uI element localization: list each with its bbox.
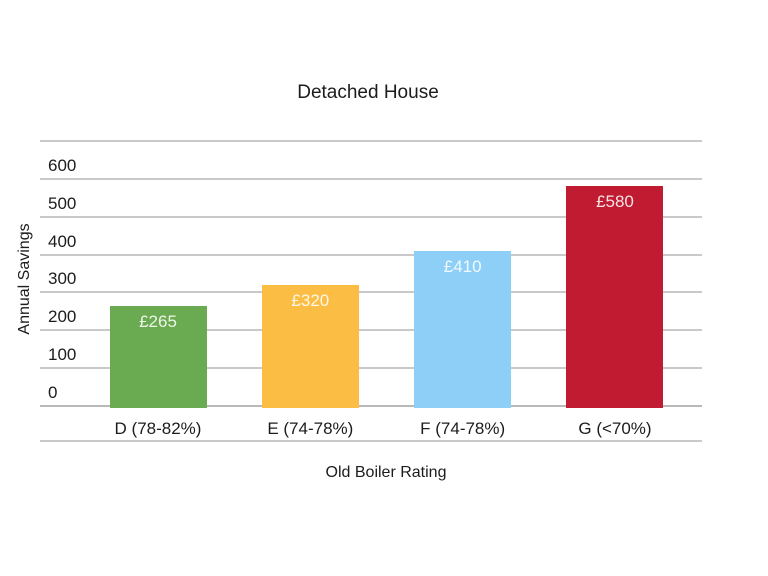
y-tick-label: 400	[48, 231, 77, 251]
y-tick-label: 0	[48, 383, 58, 402]
chart-bar: £265	[109, 305, 207, 408]
y-tick-label: 200	[48, 307, 77, 327]
x-tick-label: D (78-82%)	[114, 419, 202, 438]
bar-value-label: £320	[291, 290, 330, 310]
y-tick-label: 300	[48, 269, 77, 289]
gridline	[40, 177, 702, 180]
axis-bottom-border	[40, 440, 702, 442]
gridline	[40, 291, 702, 294]
gridline	[40, 367, 702, 370]
x-tick-label: F (74-78%)	[420, 419, 506, 438]
gridline	[40, 253, 702, 256]
chart-bar: £410	[414, 250, 512, 408]
bar-value-label: £265	[139, 311, 177, 331]
x-tick-label: G (<70%)	[578, 419, 652, 438]
chart-title: Detached House	[297, 82, 439, 103]
x-tick-label: E (74-78%)	[267, 419, 354, 438]
gridline	[40, 215, 702, 218]
chart-bar: £320	[261, 284, 359, 408]
y-tick-label: 500	[48, 193, 77, 213]
y-tick-label: 600	[48, 155, 77, 175]
gridline	[40, 140, 702, 142]
chart-bar: £580	[566, 186, 664, 408]
bar-value-label: £410	[443, 256, 482, 276]
y-tick-label: 100	[48, 345, 77, 365]
gridline	[40, 329, 702, 332]
x-axis-baseline	[40, 405, 702, 407]
y-axis-title: Annual Savings	[16, 223, 33, 335]
x-axis-title: Old Boiler Rating	[325, 464, 447, 481]
bar-value-label: £580	[596, 192, 634, 212]
